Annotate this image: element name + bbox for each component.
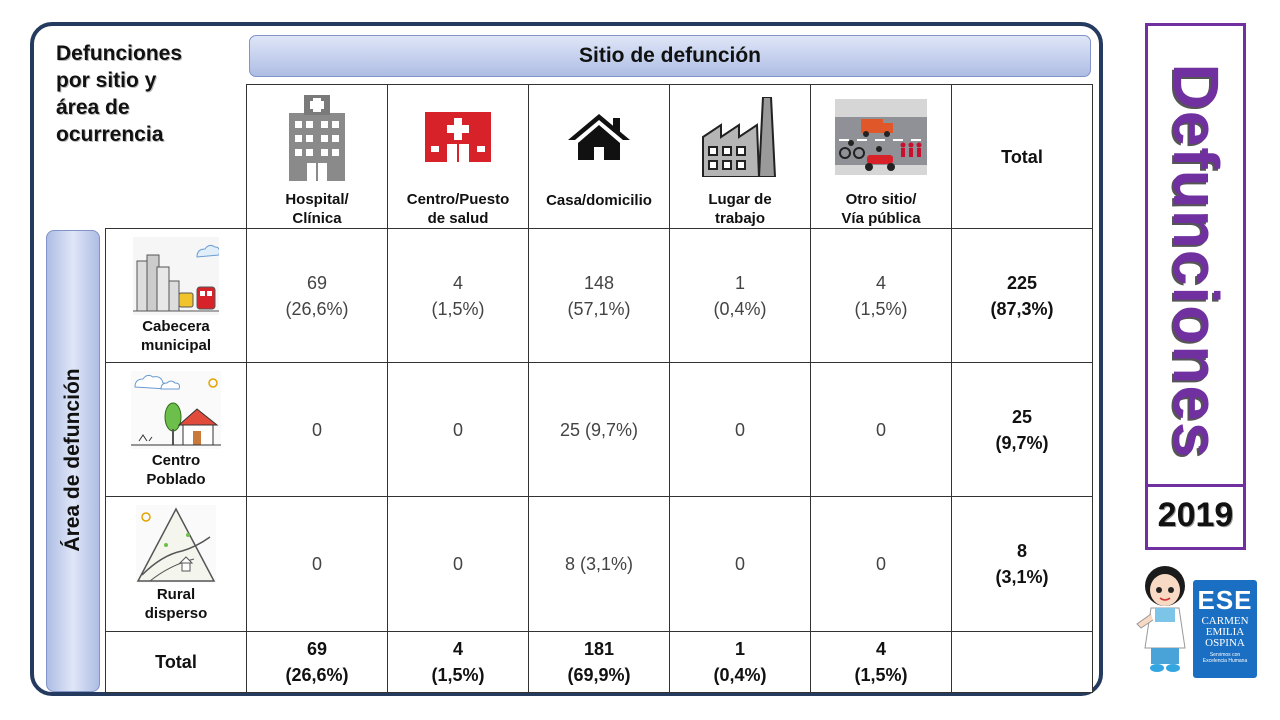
cell-cabecera-hospital: 69 (26,6%)	[246, 228, 388, 363]
value-centro-poblado-house: 25 (9,7%)	[559, 419, 639, 440]
column-header-total: Total	[951, 84, 1093, 229]
column-group-header: Sitio de defunción	[249, 35, 1091, 77]
year-label: 2019	[1157, 496, 1234, 534]
value-rural-house: 8 (3,1%)	[564, 554, 634, 574]
page-title: Defunciones por sitio y área de ocurrenc…	[56, 42, 183, 146]
value-rural-total: 8 (3,1%)	[995, 541, 1049, 587]
value-rural-hospital: 0	[311, 554, 322, 574]
value-rural-health-center: 0	[452, 554, 463, 574]
column-label-other-site: Otro sitio/ Vía pública	[841, 191, 921, 227]
cell-centro-poblado-other-site: 0	[810, 362, 952, 497]
value-cabecera-hospital: 69 (26,6%)	[285, 272, 349, 319]
nurse-mascot-icon	[1136, 566, 1186, 672]
column-header-hospital: Hospital/ Clínica	[246, 84, 388, 229]
value-total-health-center: 4 (1,5%)	[431, 639, 485, 685]
value-cabecera-other-site: 4 (1,5%)	[854, 272, 908, 319]
column-header-other-site: Otro sitio/ Vía pública	[810, 84, 952, 229]
cell-cabecera-total: 225 (87,3%)	[951, 228, 1093, 363]
cell-total-health-center: 4 (1,5%)	[387, 631, 529, 693]
column-label-hospital: Hospital/ Clínica	[285, 191, 349, 227]
value-total-workplace: 1 (0,4%)	[713, 639, 767, 685]
value-total-hospital: 69 (26,6%)	[285, 639, 349, 685]
column-header-house: Casa/domicilio	[528, 84, 670, 229]
cell-rural-total: 8 (3,1%)	[951, 496, 1093, 632]
row-label-rural-disperso: Rural disperso	[144, 586, 208, 622]
column-label-health-center: Centro/Puesto de salud	[406, 191, 510, 227]
ese-logo-text: ESE	[1197, 585, 1253, 615]
cell-centro-poblado-house: 25 (9,7%)	[528, 362, 670, 497]
cell-cabecera-health-center: 4 (1,5%)	[387, 228, 529, 363]
row-label-centro-poblado: Centro Poblado	[146, 452, 206, 488]
cell-cabecera-house: 148 (57,1%)	[528, 228, 670, 363]
organization-logo: ESE CARMEN EMILIA OSPINA Servimos con Ex…	[1133, 562, 1263, 682]
row-header-total: Total	[105, 631, 247, 693]
value-cabecera-health-center: 4 (1,5%)	[431, 272, 485, 319]
value-total-house: 181 (69,9%)	[567, 639, 631, 685]
value-centro-poblado-health-center: 0	[452, 419, 463, 440]
cell-cabecera-other-site: 4 (1,5%)	[810, 228, 952, 363]
rural-icon	[136, 505, 216, 583]
health-center-icon	[425, 111, 491, 162]
column-label-workplace: Lugar de trabajo	[708, 191, 772, 227]
row-header-cabecera: Cabecera municipal	[105, 228, 247, 363]
value-centro-poblado-hospital: 0	[311, 419, 322, 440]
value-rural-other-site: 0	[875, 554, 886, 574]
cell-rural-health-center: 0	[387, 496, 529, 632]
cell-centro-poblado-workplace: 0	[669, 362, 811, 497]
value-centro-poblado-workplace: 0	[734, 419, 745, 440]
column-header-health-center: Centro/Puesto de salud	[387, 84, 529, 229]
village-icon	[131, 371, 221, 449]
factory-icon	[702, 96, 777, 177]
side-title-box: Defunciones 2019	[1145, 23, 1246, 550]
city-icon	[133, 237, 219, 315]
row-group-band	[46, 230, 100, 692]
row-label-cabecera: Cabecera municipal	[140, 318, 211, 354]
value-rural-workplace: 0	[734, 554, 745, 574]
row-header-centro-poblado: Centro Poblado	[105, 362, 247, 497]
value-centro-poblado-total: 25 (9,7%)	[995, 406, 1049, 453]
cell-total-other-site: 4 (1,5%)	[810, 631, 952, 693]
cell-grand-total	[951, 631, 1093, 693]
cell-cabecera-workplace: 1 (0,4%)	[669, 228, 811, 363]
cell-total-hospital: 69 (26,6%)	[246, 631, 388, 693]
column-group-title: Sitio de defunción	[579, 44, 761, 67]
house-icon	[568, 114, 630, 160]
row-header-rural-disperso: Rural disperso	[105, 496, 247, 632]
row-group-title: Área de defunción	[61, 368, 84, 552]
side-title: Defunciones	[1159, 63, 1232, 459]
column-label-house: Casa/domicilio	[546, 192, 652, 209]
cell-rural-house: 8 (3,1%)	[528, 496, 670, 632]
cell-centro-poblado-total: 25 (9,7%)	[951, 362, 1093, 497]
value-centro-poblado-other-site: 0	[875, 419, 886, 440]
value-cabecera-workplace: 1 (0,4%)	[713, 272, 767, 319]
value-total-other-site: 4 (1,5%)	[854, 639, 908, 685]
cell-total-workplace: 1 (0,4%)	[669, 631, 811, 693]
value-cabecera-house: 148 (57,1%)	[567, 272, 631, 319]
ese-logo: ESE CARMEN EMILIA OSPINA Servimos con Ex…	[1193, 580, 1257, 678]
value-cabecera-total: 225 (87,3%)	[990, 272, 1054, 319]
cell-total-house: 181 (69,9%)	[528, 631, 670, 693]
cell-centro-poblado-health-center: 0	[387, 362, 529, 497]
cell-rural-other-site: 0	[810, 496, 952, 632]
ese-organization-name: CARMEN EMILIA OSPINA	[1201, 615, 1249, 649]
street-icon	[835, 98, 927, 175]
cell-centro-poblado-hospital: 0	[246, 362, 388, 497]
ese-slogan: Servimos con Excelencia Humana	[1202, 652, 1248, 664]
cell-rural-workplace: 0	[669, 496, 811, 632]
row-label-total: Total	[155, 652, 197, 672]
hospital-icon	[289, 94, 345, 181]
side-divider	[1148, 484, 1243, 487]
cell-rural-hospital: 0	[246, 496, 388, 632]
column-header-workplace: Lugar de trabajo	[669, 84, 811, 229]
